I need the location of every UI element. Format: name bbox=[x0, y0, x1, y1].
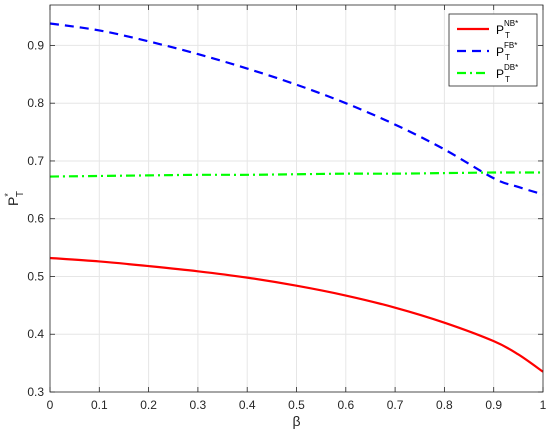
x-tick-label: 0.7 bbox=[387, 398, 404, 412]
y-tick-label: 0.4 bbox=[27, 327, 44, 341]
y-tick-label: 0.3 bbox=[27, 385, 44, 399]
series-line-fb bbox=[49, 22, 544, 196]
legend-label-sup: FB* bbox=[504, 41, 517, 50]
legend-label-fb: PFB* T bbox=[496, 41, 517, 62]
legend-label-sup: DB* bbox=[504, 63, 518, 72]
y-tick-label: 0.5 bbox=[27, 269, 44, 283]
y-tick-label: 0.9 bbox=[27, 38, 44, 52]
series-line-db bbox=[49, 171, 543, 178]
series-layer bbox=[49, 22, 544, 373]
x-tick-label: 0.4 bbox=[239, 398, 256, 412]
y-tick-label: 0.6 bbox=[27, 212, 44, 226]
x-tick-label: 0.2 bbox=[140, 398, 157, 412]
x-tick-label: 0.5 bbox=[288, 398, 305, 412]
y-axis-label: P* T bbox=[3, 191, 26, 206]
y-axis-label-base: P bbox=[5, 197, 21, 206]
legend-label-sub: T bbox=[505, 31, 510, 40]
y-axis-title: P* T bbox=[3, 191, 26, 206]
x-tick-label: 0.8 bbox=[436, 398, 453, 412]
y-axis-label-sup: * bbox=[3, 193, 13, 197]
legend-label-base: P bbox=[496, 67, 504, 81]
legend-label-base: P bbox=[496, 23, 504, 37]
x-tick-label: 0.1 bbox=[91, 398, 108, 412]
x-tick-label: 0 bbox=[47, 398, 54, 412]
y-tick-label: 0.7 bbox=[27, 154, 44, 168]
legend-label-nb: PNB* T bbox=[496, 19, 518, 40]
legend-label-sup: NB* bbox=[504, 19, 518, 28]
x-axis-title: β bbox=[292, 413, 300, 429]
y-axis-label-sub: T bbox=[15, 191, 26, 197]
x-tick-label: 0.6 bbox=[337, 398, 354, 412]
ticks: 0 0.1 0.2 0.3 0.4 0.5 0.6 0.7 0.8 0.9 1 0.3 0.4 0.5 0.… bbox=[27, 5, 547, 412]
legend-label-base: P bbox=[496, 45, 504, 59]
x-tick-label: 0.9 bbox=[485, 398, 502, 412]
legend-label-db: PDB* T bbox=[496, 63, 518, 84]
y-tick-label: 0.8 bbox=[27, 96, 44, 110]
series-line-nb bbox=[49, 256, 544, 373]
legend-label-sub: T bbox=[505, 53, 510, 62]
x-tick-label: 1 bbox=[540, 398, 547, 412]
x-axis-label: β bbox=[292, 413, 300, 429]
legend-label-sub: T bbox=[505, 75, 510, 84]
x-tick-label: 0.3 bbox=[190, 398, 207, 412]
